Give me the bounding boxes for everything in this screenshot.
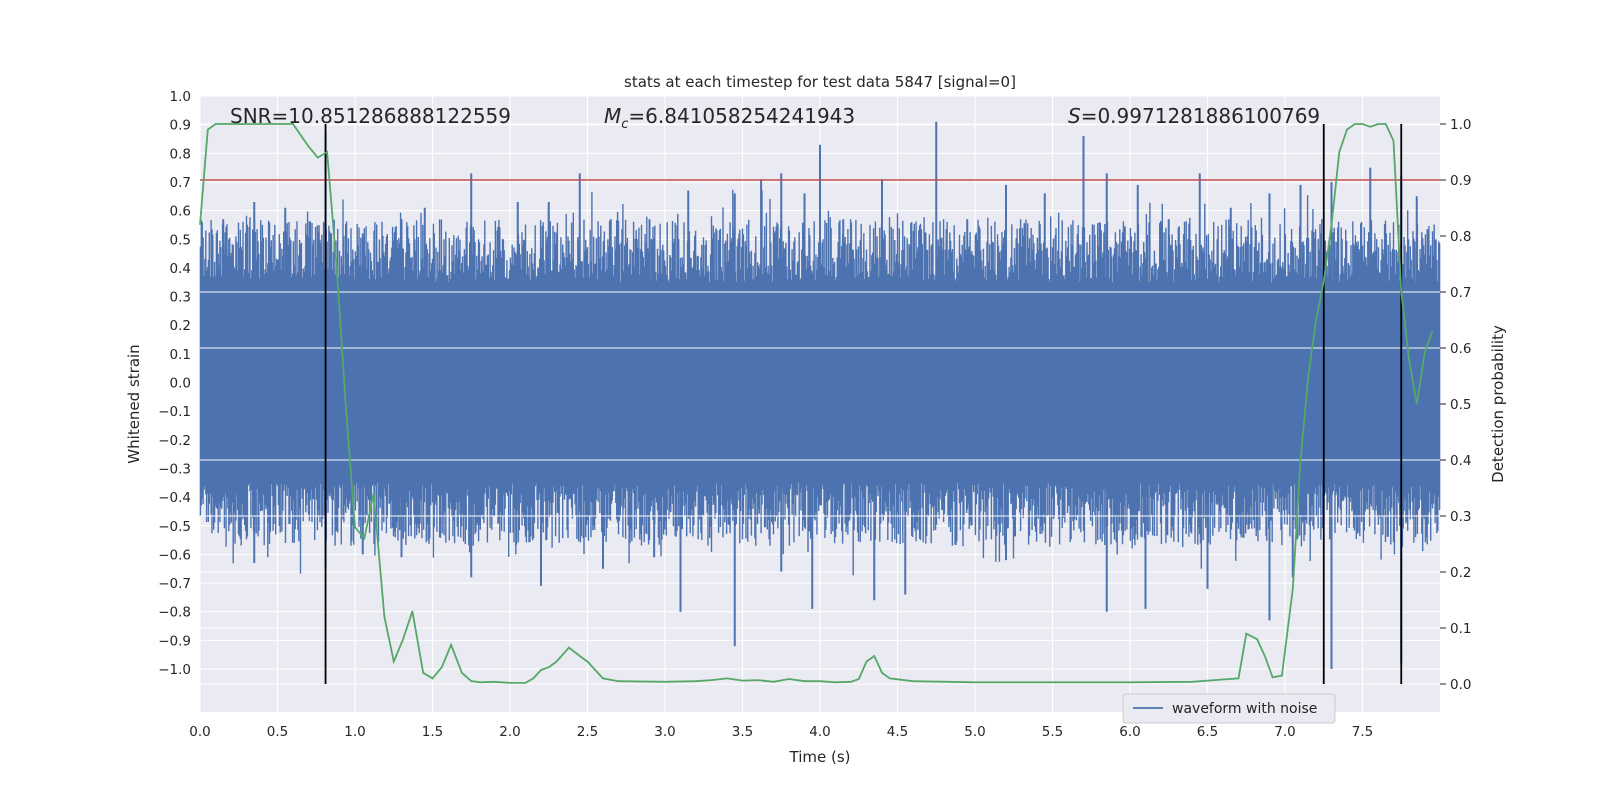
x-tick-label: 7.5 xyxy=(1352,724,1373,740)
y-tick-label: −0.5 xyxy=(158,519,191,535)
y-tick-label: −0.2 xyxy=(158,433,191,449)
vertical-markers xyxy=(324,124,1403,684)
legend-label: waveform with noise xyxy=(1172,701,1317,717)
x-tick-label: 2.0 xyxy=(499,724,520,740)
y-right-tick-labels: 1.0 0.9 0.8 0.7 0.6 0.5 0.4 0.3 0.2 0.1 0.0 xyxy=(1440,117,1471,693)
y-tick-label: −0.1 xyxy=(158,404,191,420)
y-tick-label: 0.6 xyxy=(170,204,191,220)
y-tick-label: −0.7 xyxy=(158,576,191,592)
y-right-tick-label: 1.0 xyxy=(1450,117,1471,133)
y-tick-label: −0.3 xyxy=(158,461,191,477)
waveform-body xyxy=(199,189,1441,576)
s-annotation: S=0.9971281886100769 xyxy=(1068,104,1320,128)
y-tick-label: −0.4 xyxy=(158,490,191,506)
chirp-mass-subscript: c xyxy=(621,117,628,132)
x-tick-label: 5.5 xyxy=(1042,724,1063,740)
x-tick-label: 1.0 xyxy=(344,724,365,740)
y-axis-label: Whitened strain xyxy=(125,344,143,463)
y-right-tick-label: 0.7 xyxy=(1450,285,1471,301)
y-right-tick-label: 0.2 xyxy=(1450,565,1471,581)
y-tick-label: −0.9 xyxy=(158,633,191,649)
x-tick-label: 7.0 xyxy=(1274,724,1295,740)
chart-title: stats at each timestep for test data 584… xyxy=(624,73,1016,91)
y-right-tick-label: 0.5 xyxy=(1450,397,1471,413)
y-tick-label: 0.1 xyxy=(170,347,191,363)
y-tick-label: 0.9 xyxy=(170,118,191,134)
s-symbol: S xyxy=(1068,104,1081,128)
chirp-mass-value: =6.841058254241943 xyxy=(628,104,855,128)
x-tick-label: 4.5 xyxy=(887,724,908,740)
chirp-mass-annotation: Mc=6.841058254241943 xyxy=(604,104,855,132)
y-right-tick-label: 0.3 xyxy=(1450,509,1471,525)
x-tick-labels: 0.0 0.5 1.0 1.5 2.0 2.5 3.0 3.5 4.0 4.5 5.0 5.5 6.0 6… xyxy=(189,724,1373,740)
x-tick-label: 4.0 xyxy=(809,724,830,740)
x-tick-label: 6.0 xyxy=(1119,724,1140,740)
y-right-tick-label: 0.8 xyxy=(1450,229,1471,245)
chirp-mass-symbol: M xyxy=(604,104,621,128)
x-tick-label: 0.5 xyxy=(267,724,288,740)
s-value: =0.9971281886100769 xyxy=(1081,104,1320,128)
y-tick-label: −0.8 xyxy=(158,605,191,621)
waveform-series xyxy=(199,121,1441,670)
y-tick-label: 0.2 xyxy=(170,318,191,334)
y-tick-label: 1.0 xyxy=(170,89,191,105)
y-tick-label: −0.6 xyxy=(158,547,191,563)
y-tick-label: 0.7 xyxy=(170,175,191,191)
y-right-tick-label: 0.4 xyxy=(1450,453,1471,469)
legend-box xyxy=(1122,693,1336,724)
probability-line xyxy=(199,123,1434,684)
y-tick-label: 0.3 xyxy=(170,290,191,306)
x-tick-label: 0.0 xyxy=(189,724,210,740)
y-tick-label: 0.0 xyxy=(170,376,191,392)
y-tick-label: 0.8 xyxy=(170,146,191,162)
x-tick-label: 3.0 xyxy=(654,724,675,740)
snr-annotation: SNR=10.851286888122559 xyxy=(230,104,511,128)
legend: waveform with noise xyxy=(1122,693,1336,724)
x-axis-label: Time (s) xyxy=(789,748,851,766)
x-tick-label: 1.5 xyxy=(422,724,443,740)
y-right-tick-label: 0.6 xyxy=(1450,341,1471,357)
y-right-tick-label: 0.0 xyxy=(1450,677,1471,693)
x-tick-label: 6.5 xyxy=(1197,724,1218,740)
y-tick-label: 0.4 xyxy=(170,261,191,277)
y-tick-label: −1.0 xyxy=(158,662,191,678)
y-right-tick-label: 0.9 xyxy=(1450,173,1471,189)
y-tick-label: 0.5 xyxy=(170,232,191,248)
x-tick-label: 2.5 xyxy=(577,724,598,740)
y-right-tick-label: 0.1 xyxy=(1450,621,1471,637)
x-tick-label: 5.0 xyxy=(964,724,985,740)
y-right-axis-label: Detection probability xyxy=(1489,325,1507,483)
y-tick-labels: 1.0 0.9 0.8 0.7 0.6 0.5 0.4 0.3 0.2 0.1 0.0 −0.1 −0.… xyxy=(158,89,191,678)
x-tick-label: 3.5 xyxy=(732,724,753,740)
